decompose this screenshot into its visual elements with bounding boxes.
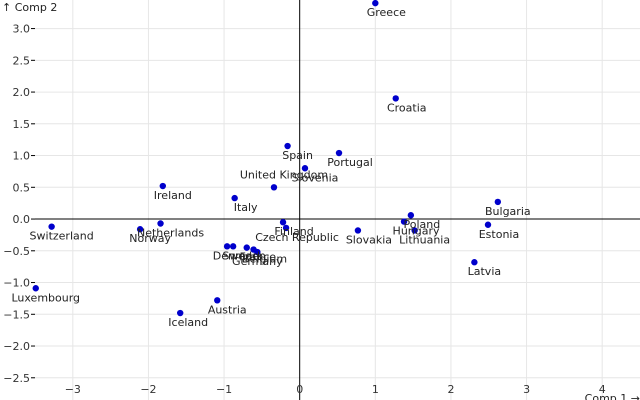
y-tick-label: 2.5	[13, 54, 31, 67]
data-point	[494, 198, 502, 206]
y-tick-label: 1.0	[13, 150, 31, 163]
y-tick-label: −1.5	[3, 308, 30, 321]
data-points	[32, 0, 502, 317]
data-point	[471, 259, 478, 266]
point-label: Belgium	[242, 253, 287, 266]
x-tick-label: 3	[523, 383, 530, 396]
data-point	[157, 220, 164, 227]
axes	[35, 0, 640, 400]
x-tick-label: −3	[65, 383, 81, 396]
x-axis-title: Comp 1 →	[585, 392, 640, 400]
y-tick-label: 0.0	[13, 213, 31, 226]
y-tick-label: −2.0	[3, 340, 30, 353]
grid-lines	[35, 0, 640, 400]
data-point	[254, 248, 261, 256]
point-label: United Kingdom	[240, 168, 328, 181]
point-label: Ireland	[154, 189, 192, 202]
data-point	[214, 297, 221, 304]
point-label: France	[239, 251, 276, 264]
point-label: Croatia	[387, 101, 427, 114]
point-label: Slovenia	[292, 171, 339, 184]
point-label: Sweden	[222, 249, 265, 262]
y-tick-label: −2.5	[3, 372, 30, 385]
point-label: Netherlands	[137, 226, 204, 239]
x-tick-label: 1	[372, 383, 379, 396]
x-tick-label: 4	[599, 383, 606, 396]
data-point	[400, 218, 408, 225]
y-tick-label: 0.5	[13, 181, 31, 194]
data-point	[407, 212, 415, 219]
data-point	[354, 227, 362, 234]
y-tick-label: 3.0	[13, 23, 31, 36]
point-label: Latvia	[468, 265, 502, 278]
data-point	[301, 165, 309, 172]
point-label: Slovakia	[346, 233, 392, 246]
data-point	[279, 219, 287, 226]
point-labels: Greece Croatia Spain Portugal SloveniaUnited…	[11, 6, 531, 329]
point-label: Finland	[274, 225, 313, 238]
point-label: Iceland	[168, 316, 208, 329]
point-label: Denmark	[213, 249, 264, 262]
point-label: Czech Republic	[255, 231, 339, 244]
data-point	[231, 194, 238, 202]
data-point	[484, 221, 492, 228]
y-tick-label: 1.5	[13, 118, 31, 131]
point-label: Estonia	[479, 228, 520, 241]
data-point	[32, 285, 39, 292]
data-point	[284, 142, 291, 150]
point-label: Italy	[234, 201, 258, 214]
x-tick-label: −2	[140, 383, 156, 396]
point-label: Poland	[403, 218, 440, 231]
data-point	[243, 244, 250, 251]
data-point	[48, 223, 55, 230]
data-point	[177, 309, 184, 317]
point-label: Austria	[208, 303, 247, 316]
data-point	[270, 184, 278, 191]
point-label: Greece	[367, 6, 406, 19]
point-label: Spain	[282, 149, 313, 162]
y-tick-label: −0.5	[3, 245, 30, 258]
point-label: Portugal	[327, 156, 373, 169]
x-tick-label: 2	[447, 383, 454, 396]
data-point	[159, 182, 167, 190]
data-point	[229, 243, 237, 250]
data-point	[411, 227, 418, 234]
y-axis-title: ↑ Comp 2	[2, 1, 57, 14]
x-tick-label: −1	[216, 383, 232, 396]
data-point	[136, 226, 144, 233]
tick-labels: −3 −2 −1 0 1 2 3 4 −2.5 −2.0 −1.5 −1.0 −0.5 0.0 0.5 1.0…	[3, 23, 605, 396]
x-tick-label: 0	[296, 383, 303, 396]
point-label: Norway	[129, 232, 171, 245]
point-label: Lithuania	[399, 233, 450, 246]
data-point	[335, 149, 343, 157]
point-label: Hungary	[393, 225, 440, 238]
data-point	[392, 95, 399, 102]
data-point	[372, 0, 379, 7]
point-label: Bulgaria	[485, 205, 531, 218]
point-label: Germany	[232, 255, 283, 268]
data-point	[282, 224, 290, 232]
y-tick-label: 2.0	[13, 86, 31, 99]
y-tick-label: −1.0	[3, 277, 30, 290]
data-point	[223, 243, 231, 250]
point-label: Luxembourg	[11, 291, 80, 304]
point-label: Switzerland	[30, 230, 94, 243]
